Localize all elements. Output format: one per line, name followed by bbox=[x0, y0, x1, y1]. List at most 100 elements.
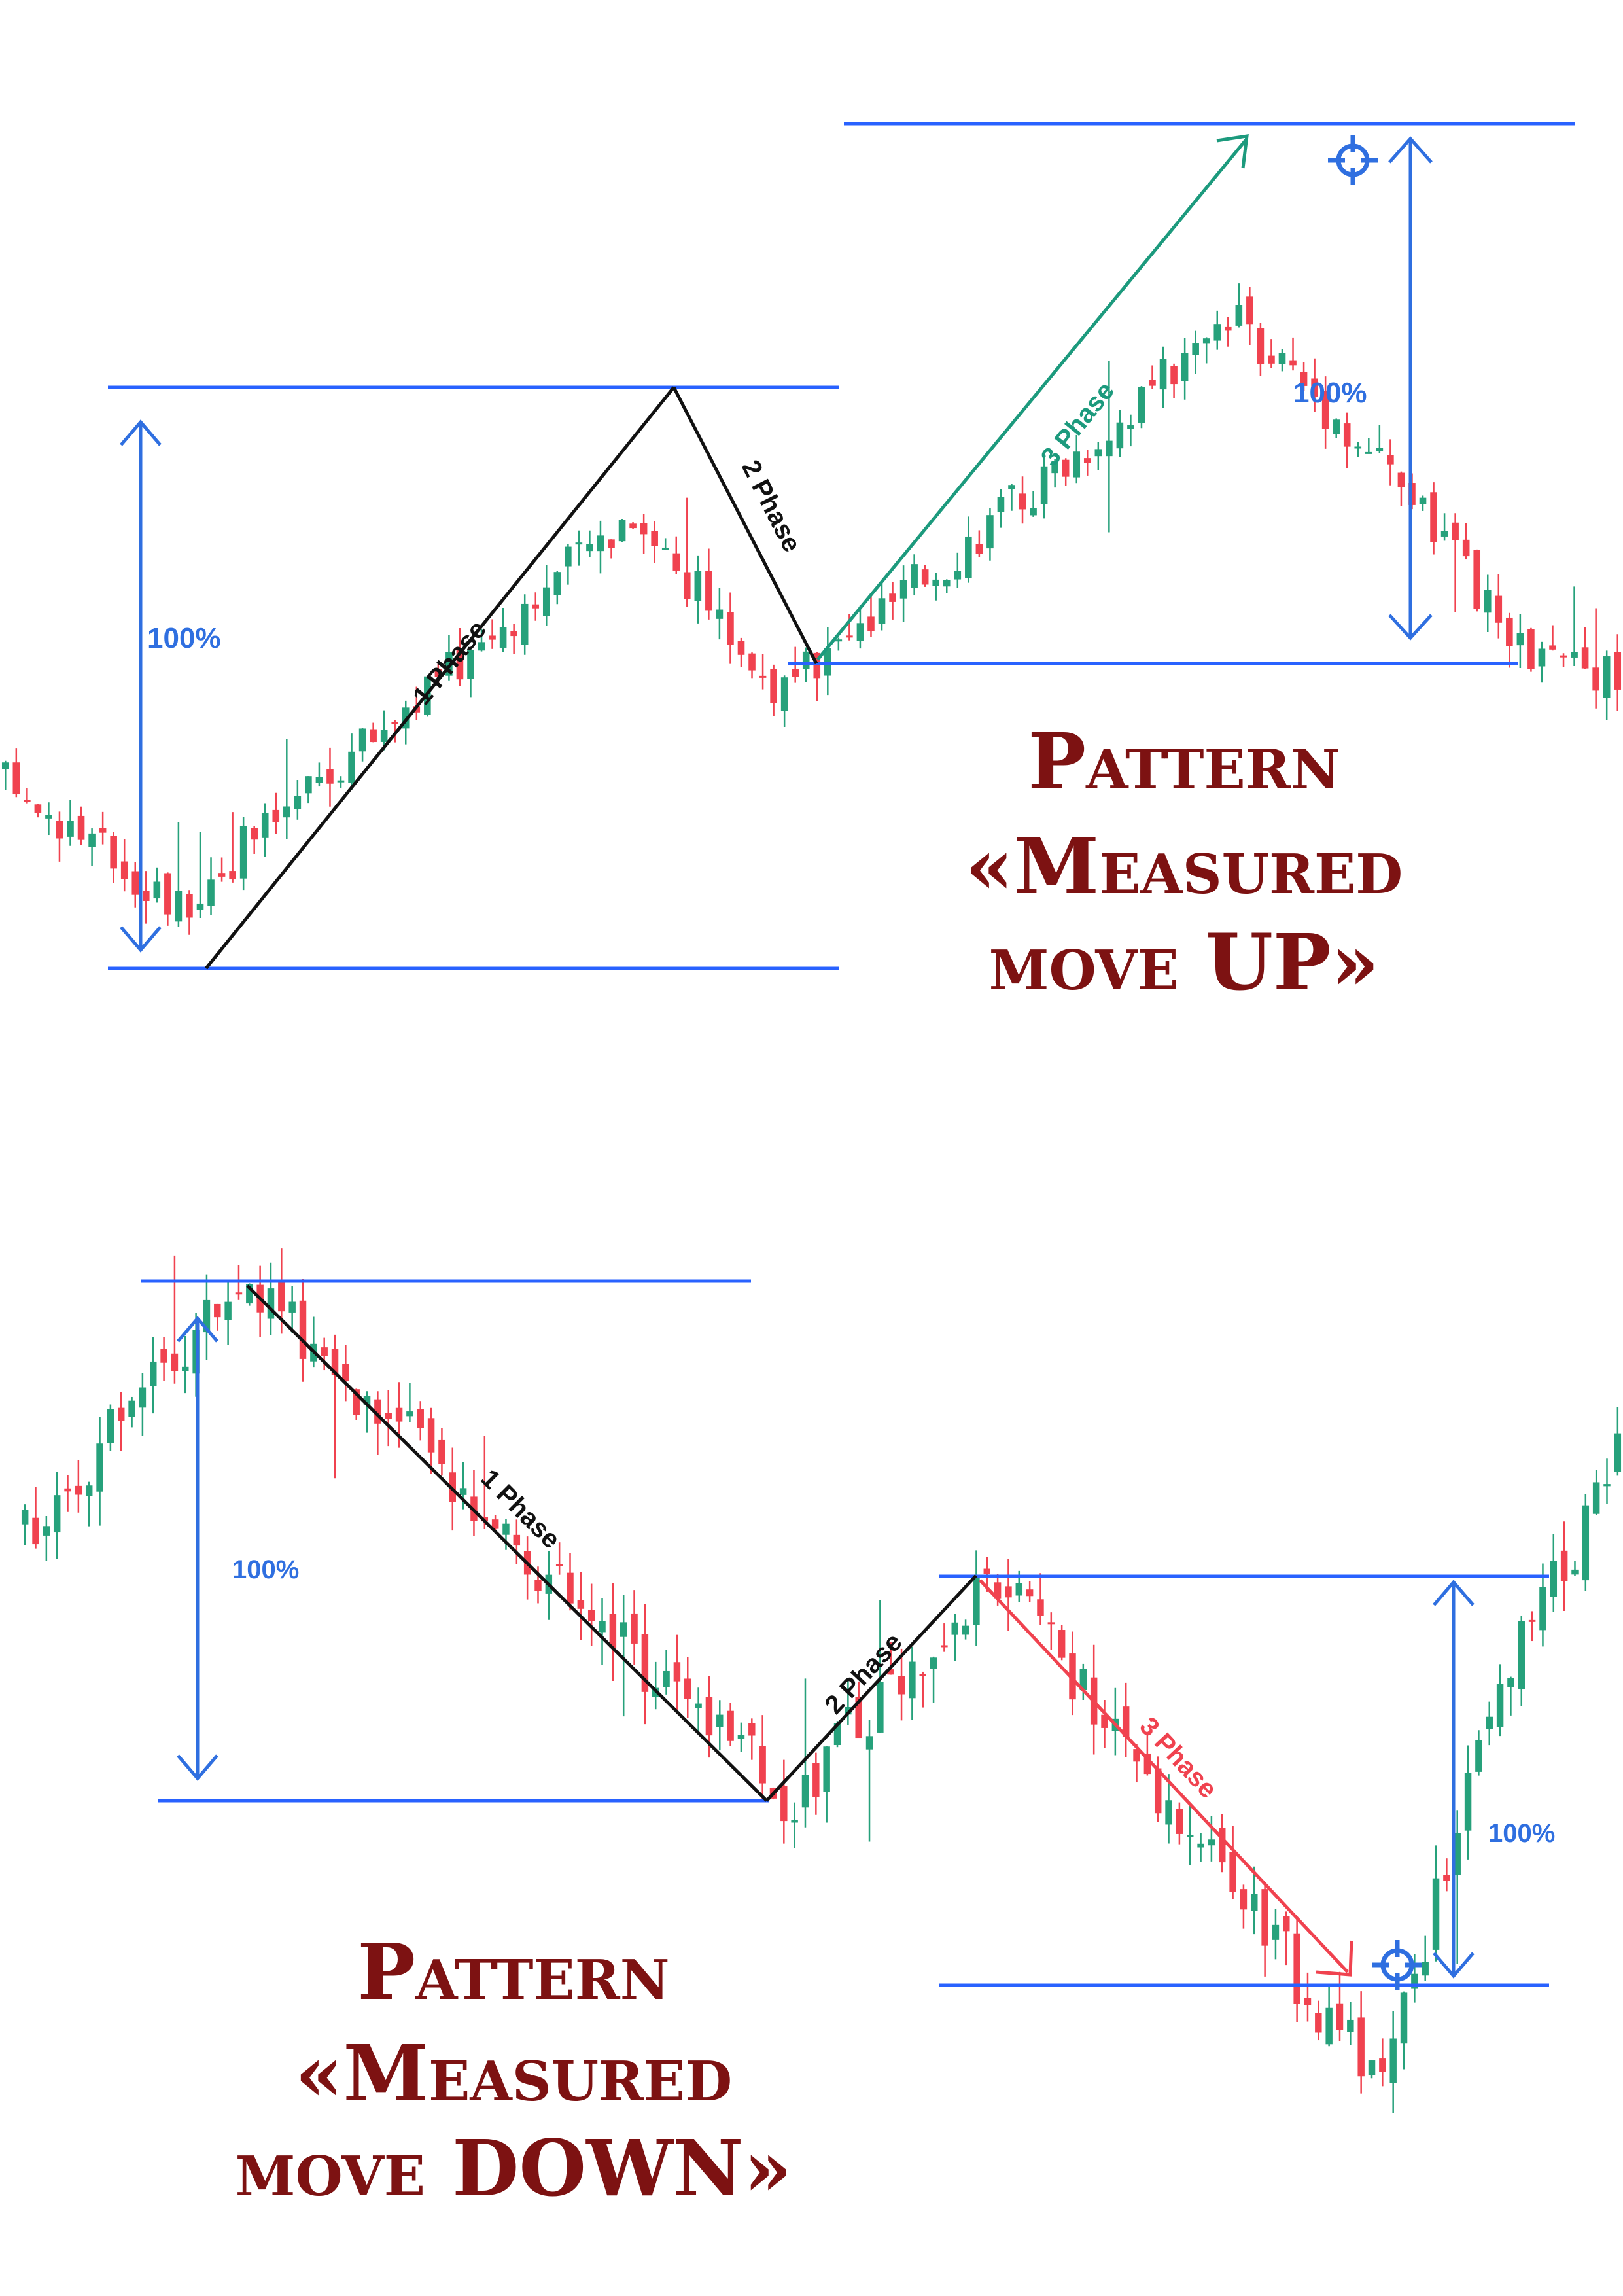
down-candle-body-76 bbox=[833, 1723, 841, 1746]
down-candle-body-119 bbox=[1293, 1933, 1300, 2004]
title-line-2-up: «Measured bbox=[966, 821, 1403, 911]
up-candle-body-29 bbox=[315, 777, 323, 783]
up-candle-body-135 bbox=[1462, 539, 1470, 557]
up-candle-body-126 bbox=[1365, 451, 1372, 454]
up-candle-body-127 bbox=[1376, 448, 1384, 451]
down-candle-body-148 bbox=[1603, 1484, 1611, 1487]
up-candle-body-89 bbox=[965, 536, 972, 578]
up-candle-body-40 bbox=[434, 669, 442, 677]
down-candle-body-99 bbox=[1079, 1669, 1087, 1691]
up-candle-body-147 bbox=[1592, 667, 1599, 691]
up-candle-body-117 bbox=[1268, 355, 1275, 364]
up-candle-body-31 bbox=[337, 780, 345, 783]
up-candle-body-83 bbox=[899, 580, 907, 599]
up-candle-body-69 bbox=[748, 653, 756, 671]
phase2-line-up bbox=[672, 386, 818, 665]
down-candle-body-25 bbox=[288, 1301, 296, 1313]
up-candle-body-45 bbox=[489, 635, 496, 640]
up-candle-body-8 bbox=[88, 833, 96, 847]
down-candle-body-94 bbox=[1026, 1589, 1034, 1597]
up-candle-body-35 bbox=[380, 730, 388, 742]
up-candle-body-112 bbox=[1213, 324, 1221, 341]
up-candle-body-54 bbox=[586, 544, 593, 552]
down-candle-body-8 bbox=[107, 1409, 114, 1443]
up-candle-body-58 bbox=[629, 523, 637, 529]
down-candle-body-142 bbox=[1539, 1587, 1546, 1631]
down-candle-body-115 bbox=[1251, 1894, 1258, 1911]
down-candle-body-68 bbox=[748, 1723, 756, 1736]
up-candle-body-113 bbox=[1224, 326, 1232, 331]
measure-arrow-left-down bbox=[177, 1316, 218, 1781]
up-candle-body-25 bbox=[272, 809, 280, 822]
down-candle-body-146 bbox=[1582, 1505, 1590, 1581]
up-candle-body-17 bbox=[186, 894, 193, 918]
down-candle-body-52 bbox=[577, 1600, 585, 1609]
up-candle-body-15 bbox=[164, 873, 171, 915]
up-candle-body-2 bbox=[24, 800, 31, 802]
down-candle-body-106 bbox=[1154, 1768, 1162, 1814]
down-candle-body-105 bbox=[1143, 1753, 1151, 1775]
up-candle-body-42 bbox=[456, 649, 464, 680]
up-candle-body-19 bbox=[207, 879, 215, 906]
up-candle-body-97 bbox=[1051, 461, 1058, 474]
down-candle-body-109 bbox=[1187, 1835, 1194, 1837]
down-candle-body-112 bbox=[1219, 1828, 1226, 1863]
down-candle-body-21 bbox=[246, 1284, 253, 1304]
up-candle-body-128 bbox=[1387, 455, 1394, 465]
up-candle-body-99 bbox=[1073, 451, 1081, 478]
up-candle-body-93 bbox=[1008, 485, 1015, 489]
down-candle-body-129 bbox=[1400, 1992, 1408, 2044]
down-candle-body-104 bbox=[1133, 1749, 1140, 1762]
down-candle-body-137 bbox=[1486, 1716, 1493, 1729]
up-candle-body-94 bbox=[1019, 493, 1026, 510]
up-candle-body-111 bbox=[1202, 338, 1210, 344]
title-line-1-down: Pattern bbox=[357, 1926, 669, 2017]
down-candle-body-81 bbox=[887, 1669, 894, 1675]
measure-label-left-down: 100% bbox=[232, 1555, 299, 1584]
up-candle-body-138 bbox=[1495, 595, 1503, 623]
down-candle-body-7 bbox=[96, 1443, 103, 1492]
down-candle-body-23 bbox=[267, 1288, 275, 1319]
up-candle-body-53 bbox=[575, 542, 583, 545]
down-candle-body-71 bbox=[780, 1786, 788, 1822]
down-candle-body-73 bbox=[801, 1775, 809, 1808]
down-candle-body-87 bbox=[951, 1622, 958, 1635]
down-candle-body-6 bbox=[85, 1485, 93, 1496]
up-candle-body-148 bbox=[1603, 656, 1611, 698]
up-candle-body-92 bbox=[997, 497, 1005, 512]
down-candle-body-88 bbox=[962, 1625, 969, 1635]
down-candle-body-140 bbox=[1518, 1621, 1525, 1689]
measure-arrow-right-up bbox=[1388, 136, 1433, 641]
up-candle-body-118 bbox=[1278, 353, 1286, 364]
down-candle-body-97 bbox=[1058, 1630, 1066, 1658]
up-candle-body-86 bbox=[932, 579, 940, 586]
down-candle-body-1 bbox=[32, 1517, 39, 1545]
down-candle-body-139 bbox=[1507, 1678, 1514, 1687]
up-candle-body-149 bbox=[1614, 652, 1622, 690]
up-candle-body-122 bbox=[1321, 391, 1329, 429]
down-candle-body-74 bbox=[812, 1763, 820, 1797]
up-candle-body-129 bbox=[1397, 472, 1405, 487]
down-candle-body-83 bbox=[909, 1661, 916, 1699]
up-candle-body-57 bbox=[618, 520, 626, 542]
down-candle-body-95 bbox=[1037, 1599, 1044, 1616]
down-candle-body-67 bbox=[737, 1735, 745, 1739]
up-candle-body-3 bbox=[34, 804, 42, 813]
down-candle-body-57 bbox=[631, 1613, 638, 1644]
down-candle-body-89 bbox=[973, 1576, 980, 1625]
up-candle-body-103 bbox=[1116, 422, 1124, 449]
up-candle-body-70 bbox=[759, 675, 767, 678]
down-candle-body-38 bbox=[427, 1418, 435, 1453]
up-candle-body-22 bbox=[239, 825, 247, 879]
down-candle-body-63 bbox=[695, 1703, 702, 1708]
down-candle-body-92 bbox=[1005, 1586, 1012, 1598]
down-candle-body-138 bbox=[1496, 1684, 1504, 1727]
down-candle-body-2 bbox=[43, 1526, 50, 1536]
up-candle-body-95 bbox=[1030, 508, 1037, 516]
up-candle-body-125 bbox=[1354, 446, 1362, 449]
down-candle-body-72 bbox=[791, 1820, 798, 1823]
chart-title-down: Pattern «Measured move DOWN» bbox=[236, 1926, 792, 2214]
phase2-line-down bbox=[765, 1574, 977, 1802]
down-candle-body-37 bbox=[417, 1409, 424, 1428]
